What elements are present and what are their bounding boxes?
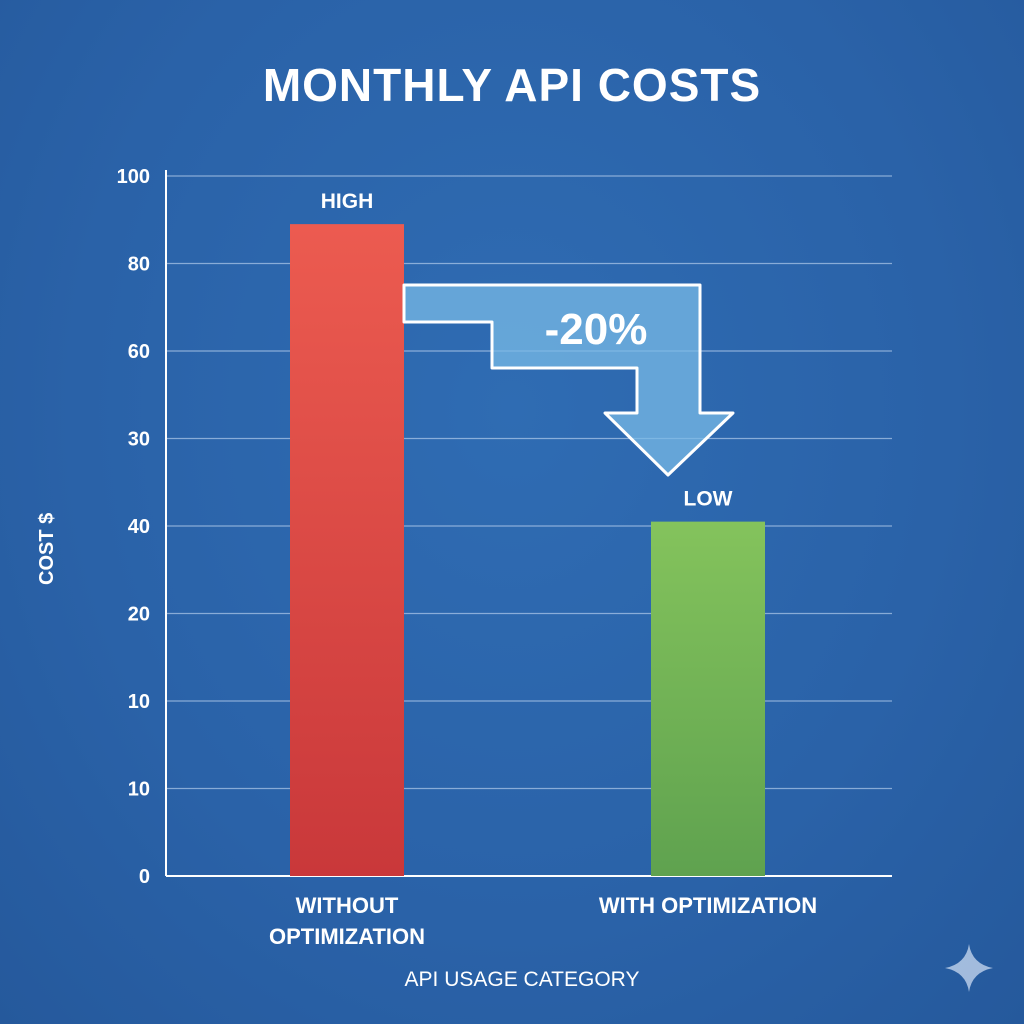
sparkle-icon: [945, 944, 993, 992]
chart-title: MONTHLY API COSTS: [262, 59, 762, 111]
category-label-without: WITHOUT OPTIMIZATION: [268, 893, 426, 949]
bar-label: LOW: [684, 488, 733, 511]
y-axis-label: COST $: [36, 512, 58, 585]
y-tick-label: 100: [117, 166, 150, 188]
bar-without-optimization: [290, 224, 404, 876]
reduction-arrow: [402, 283, 735, 477]
y-tick-label: 20: [128, 604, 150, 626]
y-tick-label: 0: [139, 866, 150, 888]
x-axis-label: API USAGE CATEGORY: [404, 968, 640, 991]
y-tick-label: 30: [128, 429, 150, 451]
bar-with-optimization: [651, 521, 765, 876]
reduction-annotation: -20%: [545, 305, 648, 354]
y-tick-label: 60: [128, 341, 150, 363]
y-tick-label: 80: [128, 254, 150, 276]
bar-label: HIGH: [321, 190, 374, 213]
y-tick-label: 40: [128, 516, 150, 538]
y-tick-label: 10: [128, 691, 150, 713]
category-label-with: WITH OPTIMIZATION: [598, 893, 818, 918]
y-tick-label: 10: [128, 779, 150, 801]
